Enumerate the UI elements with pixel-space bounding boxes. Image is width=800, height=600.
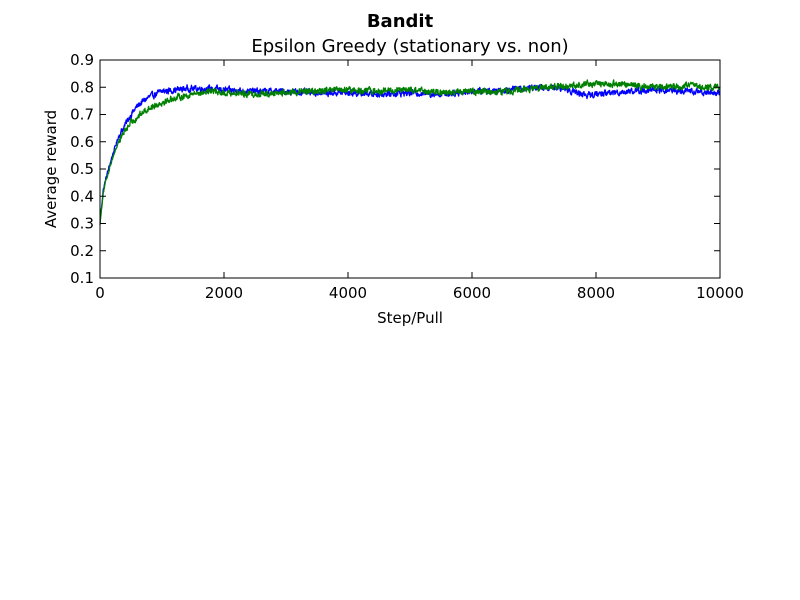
chart-title: Epsilon Greedy (stationary vs. non) — [251, 36, 568, 57]
x-tick-label: 4000 — [329, 284, 367, 302]
y-tick-label: 0.4 — [70, 187, 94, 205]
series-line-2 — [99, 79, 721, 225]
series-layer — [99, 79, 721, 225]
x-tick-label: 6000 — [453, 284, 491, 302]
chart-suptitle: Bandit — [367, 11, 434, 32]
y-tick-label: 0.8 — [70, 78, 94, 96]
tick-layer: 0 2000 4000 6000 8000 10000 0.1 0.2 0.3 0.4 0.5 0.6… — [70, 51, 744, 302]
x-axis-label: Step/Pull — [377, 309, 443, 327]
y-tick-label: 0.5 — [70, 160, 94, 178]
x-tick-label: 0 — [95, 284, 105, 302]
y-axis-label: Average reward — [42, 110, 60, 228]
x-tick-label: 8000 — [577, 284, 615, 302]
x-tick-label: 2000 — [205, 284, 243, 302]
y-tick-label: 0.6 — [70, 133, 94, 151]
y-tick-label: 0.9 — [70, 51, 94, 69]
plot-area: 0 2000 4000 6000 8000 10000 0.1 0.2 0.3 0.4 0.5 0.6… — [70, 51, 744, 302]
y-tick-label: 0.1 — [70, 269, 94, 287]
x-tick-label: 10000 — [696, 284, 744, 302]
y-tick-label: 0.7 — [70, 106, 94, 124]
y-tick-label: 0.2 — [70, 242, 94, 260]
y-tick-label: 0.3 — [70, 215, 94, 233]
